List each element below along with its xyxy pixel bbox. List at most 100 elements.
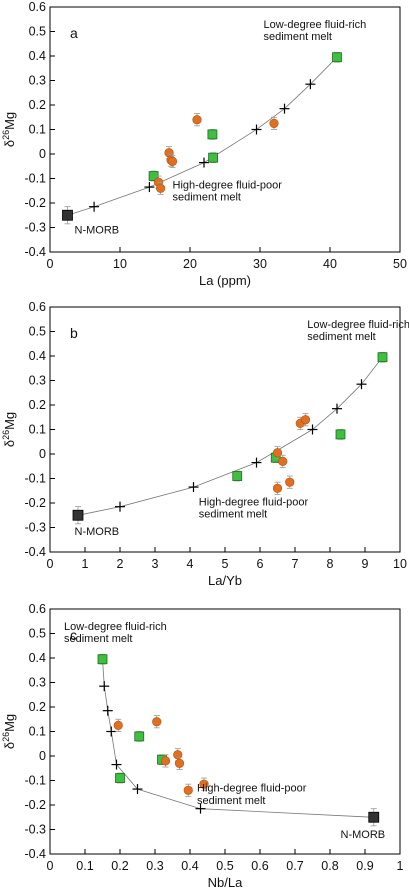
orange-circle-marker bbox=[272, 448, 283, 458]
annotation-text: sediment melt bbox=[307, 331, 375, 343]
orange-circle-marker bbox=[285, 477, 295, 487]
y-tick-label: -0.3 bbox=[24, 221, 46, 235]
annotation-text: N-MORB bbox=[341, 829, 386, 841]
annotation-text: Low-degree fluid-rich bbox=[64, 621, 167, 633]
trend-curve bbox=[67, 56, 338, 216]
x-tick-label: 2 bbox=[117, 557, 124, 571]
y-axis-label: δ26Mg bbox=[1, 112, 17, 147]
orange-circle-marker bbox=[272, 483, 283, 493]
y-tick-label: -0.1 bbox=[24, 472, 46, 486]
nmorb-square-marker bbox=[62, 209, 73, 221]
annotation-text: sediment melt bbox=[64, 633, 132, 645]
orange-circle-marker bbox=[167, 156, 178, 166]
y-tick-label: 0.2 bbox=[29, 398, 46, 412]
y-tick-label: 0 bbox=[39, 447, 46, 461]
orange-circle-marker bbox=[192, 115, 202, 125]
orange-circle-marker bbox=[199, 779, 209, 789]
y-tick-label: 0.1 bbox=[29, 725, 46, 739]
x-tick-label: 0.1 bbox=[76, 859, 93, 873]
x-tick-label: 0.5 bbox=[216, 859, 233, 873]
x-tick-label: 50 bbox=[393, 257, 407, 271]
x-tick-label: 4 bbox=[187, 557, 194, 571]
green-square-marker bbox=[208, 152, 219, 163]
trend-curve bbox=[77, 356, 383, 516]
trend-curve bbox=[102, 659, 374, 818]
x-tick-label: 0.8 bbox=[321, 859, 338, 873]
orange-circle-marker bbox=[113, 720, 123, 730]
x-axis-label: Nb/La bbox=[208, 875, 243, 890]
x-tick-label: 1 bbox=[397, 859, 404, 873]
annotation-text: sediment melt bbox=[197, 795, 265, 807]
y-tick-label: 0.6 bbox=[29, 300, 46, 314]
panel-label: c bbox=[70, 627, 77, 643]
y-axis-label-delta: δ bbox=[2, 742, 17, 749]
nmorb-square-marker bbox=[72, 509, 84, 521]
y-tick-label: -0.1 bbox=[24, 172, 46, 186]
x-tick-label: 0 bbox=[47, 257, 54, 271]
annotation-text: High-degree fluid-poor bbox=[173, 179, 283, 191]
green-square-marker bbox=[232, 471, 243, 481]
orange-circle-marker bbox=[173, 750, 183, 760]
y-axis-label-tail: Mg bbox=[2, 112, 17, 130]
x-tick-label: 0.6 bbox=[251, 859, 268, 873]
green-square-marker bbox=[97, 654, 108, 665]
annotation-text: High-degree fluid-poor bbox=[199, 496, 309, 508]
orange-circle-marker bbox=[269, 118, 279, 128]
x-axis-label: La (ppm) bbox=[199, 273, 251, 288]
green-square-marker bbox=[134, 731, 145, 742]
y-axis-label-sup: 26 bbox=[1, 430, 11, 440]
y-tick-label: -0.2 bbox=[24, 496, 46, 510]
nmorb-square-marker bbox=[368, 811, 380, 823]
orange-circle-marker bbox=[278, 456, 288, 466]
x-tick-label: 0.3 bbox=[146, 859, 163, 873]
orange-circle-marker bbox=[160, 756, 171, 766]
y-axis-label: δ26Mg bbox=[1, 714, 17, 749]
x-tick-label: 1 bbox=[82, 557, 89, 571]
green-square-marker bbox=[207, 129, 218, 140]
y-tick-label: 0.4 bbox=[29, 651, 46, 665]
chart-panel-a: -0.4 -0.3 -0.2 -0.1 0 0.1 0.2 0.3 0.4 0.5 0.6 0 10 20… bbox=[1, 0, 407, 288]
x-tick-label: 0.4 bbox=[181, 859, 198, 873]
x-axis-label: La/Yb bbox=[208, 573, 242, 588]
annotation-text: High-degree fluid-poor bbox=[197, 783, 307, 795]
annotation-text: Low-degree fluid-rich bbox=[264, 19, 367, 31]
chart-panel-c: -0.4 -0.3 -0.2 -0.1 0 0.1 0.2 0.3 0.4 0.5 0.6 0 0.1 0… bbox=[1, 602, 404, 890]
y-axis-label-tail: Mg bbox=[2, 412, 17, 430]
green-square-marker bbox=[332, 52, 342, 63]
orange-circle-marker bbox=[156, 183, 166, 193]
annotation-text: sediment melt bbox=[199, 509, 267, 521]
y-axis-label: δ26Mg bbox=[1, 412, 17, 447]
y-tick-label: -0.3 bbox=[24, 823, 46, 837]
green-square-marker bbox=[335, 429, 346, 440]
annotation-text: N-MORB bbox=[75, 526, 120, 538]
y-tick-label: 0.5 bbox=[29, 325, 46, 339]
x-tick-label: 40 bbox=[323, 257, 337, 271]
x-tick-label: 30 bbox=[253, 257, 267, 271]
y-tick-label: 0.3 bbox=[29, 676, 46, 690]
x-tick-label: 20 bbox=[183, 257, 197, 271]
y-tick-label: 0.2 bbox=[29, 700, 46, 714]
x-tick-label: 9 bbox=[362, 557, 369, 571]
y-axis-label-tail: Mg bbox=[2, 714, 17, 732]
x-tick-label: 3 bbox=[152, 557, 159, 571]
x-tick-label: 0.9 bbox=[356, 859, 373, 873]
y-tick-label: 0.3 bbox=[29, 74, 46, 88]
panel-label: a bbox=[70, 25, 78, 41]
x-tick-label: 0.2 bbox=[111, 859, 128, 873]
orange-circle-marker bbox=[174, 758, 185, 768]
green-square-marker bbox=[115, 773, 125, 783]
y-tick-label: -0.3 bbox=[24, 521, 46, 535]
y-tick-label: 0.6 bbox=[29, 602, 46, 616]
orange-circle-marker bbox=[183, 785, 193, 795]
y-tick-label: -0.4 bbox=[24, 847, 46, 861]
y-tick-label: 0.1 bbox=[29, 123, 46, 137]
x-tick-label: 10 bbox=[113, 257, 127, 271]
y-tick-label: -0.2 bbox=[24, 798, 46, 812]
y-tick-label: 0.5 bbox=[29, 25, 46, 39]
x-tick-label: 0 bbox=[47, 557, 54, 571]
y-tick-label: 0.5 bbox=[29, 627, 46, 641]
y-tick-label: 0.2 bbox=[29, 98, 46, 112]
y-tick-label: -0.4 bbox=[24, 545, 46, 559]
green-square-marker bbox=[377, 352, 388, 363]
x-tick-label: 5 bbox=[222, 557, 229, 571]
